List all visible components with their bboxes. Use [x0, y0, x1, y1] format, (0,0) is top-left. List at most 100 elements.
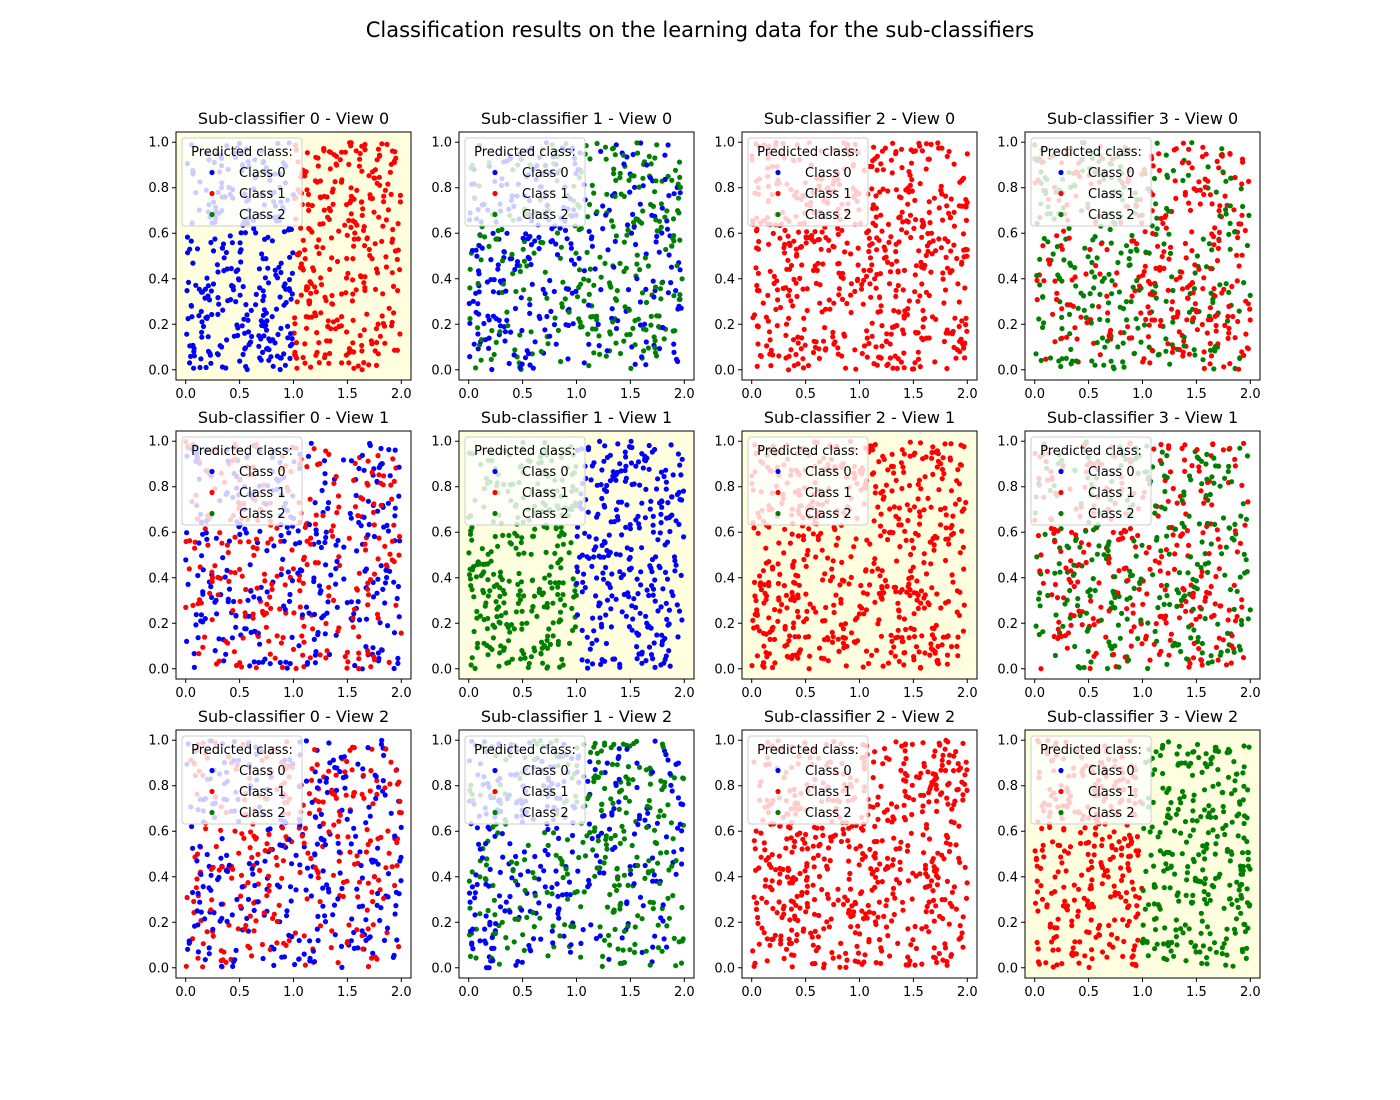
- data-point: [658, 296, 664, 302]
- data-point: [591, 190, 597, 196]
- data-point: [874, 271, 880, 278]
- data-point: [612, 238, 618, 244]
- data-point: [1166, 256, 1172, 262]
- data-point: [1075, 305, 1081, 311]
- data-point: [205, 283, 211, 289]
- data-point: [800, 537, 807, 543]
- x-tick-label: 0.5: [795, 686, 816, 701]
- data-point: [1087, 665, 1093, 672]
- data-point: [242, 626, 248, 632]
- data-point: [375, 321, 381, 327]
- data-point: [899, 485, 905, 492]
- data-point: [669, 494, 675, 500]
- data-point: [1214, 527, 1220, 533]
- data-point: [549, 226, 555, 232]
- data-point: [642, 515, 649, 521]
- data-point: [467, 320, 473, 326]
- data-point: [1083, 528, 1089, 534]
- data-point: [1115, 622, 1121, 628]
- data-point: [297, 567, 303, 573]
- data-point: [860, 664, 866, 670]
- data-point: [675, 195, 682, 201]
- data-point: [237, 292, 243, 298]
- data-point: [302, 360, 308, 366]
- data-point: [235, 276, 242, 282]
- data-point: [777, 304, 784, 311]
- data-point: [782, 241, 788, 248]
- data-point: [622, 449, 628, 455]
- subplot-title: Sub-classifier 3 - View 0: [1047, 109, 1238, 128]
- data-point: [1087, 246, 1093, 253]
- data-point: [1145, 665, 1151, 672]
- subplot-title: Sub-classifier 1 - View 1: [481, 408, 672, 427]
- data-point: [391, 478, 397, 484]
- data-point: [357, 332, 363, 339]
- data-point: [590, 615, 596, 621]
- data-point: [763, 650, 769, 656]
- data-point: [840, 275, 846, 281]
- data-point: [907, 507, 913, 513]
- data-point: [316, 237, 322, 243]
- legend-entry: Class 2: [1088, 208, 1135, 223]
- data-point: [224, 567, 230, 574]
- data-point: [289, 270, 295, 276]
- data-point: [1138, 617, 1144, 623]
- data-point: [584, 554, 590, 560]
- legend-marker: [209, 510, 215, 517]
- data-point: [557, 596, 564, 603]
- legend-entry: Class 2: [239, 507, 286, 522]
- data-point: [570, 627, 576, 634]
- data-point: [1118, 330, 1124, 336]
- data-point: [1085, 625, 1092, 632]
- data-point: [1075, 579, 1081, 585]
- data-point: [1191, 347, 1197, 353]
- data-point: [640, 326, 647, 332]
- x-tick-label: 0.5: [229, 387, 250, 402]
- y-tick-label: 1.0: [148, 435, 169, 450]
- data-point: [380, 291, 386, 297]
- data-point: [934, 658, 940, 664]
- data-point: [1127, 262, 1133, 268]
- legend-entry: Class 1: [239, 187, 286, 202]
- data-point: [628, 438, 634, 444]
- data-point: [361, 327, 367, 333]
- data-point: [625, 227, 631, 233]
- data-point: [1247, 292, 1253, 298]
- data-point: [893, 589, 899, 595]
- data-point: [618, 574, 624, 581]
- data-point: [1170, 315, 1176, 321]
- data-point: [1211, 286, 1217, 292]
- data-point: [354, 587, 360, 593]
- data-point: [917, 181, 923, 187]
- data-point: [664, 539, 671, 545]
- data-point: [389, 239, 395, 245]
- data-point: [306, 314, 312, 320]
- data-point: [640, 175, 646, 181]
- data-point: [899, 209, 905, 215]
- data-point: [1042, 531, 1048, 538]
- data-point: [359, 342, 365, 349]
- data-point: [333, 153, 339, 159]
- data-point: [378, 480, 384, 486]
- data-point: [931, 547, 937, 553]
- legend-marker: [209, 468, 215, 475]
- data-point: [1211, 366, 1217, 372]
- data-point: [1117, 536, 1123, 542]
- data-point: [601, 554, 607, 560]
- data-point: [829, 639, 836, 645]
- data-point: [528, 261, 534, 268]
- data-point: [1243, 331, 1249, 337]
- data-point: [768, 347, 774, 353]
- data-point: [371, 571, 378, 577]
- data-point: [599, 495, 605, 502]
- x-tick-label: 2.0: [957, 686, 978, 701]
- data-point: [359, 168, 365, 174]
- data-point: [352, 504, 359, 510]
- data-point: [851, 544, 857, 550]
- data-point: [763, 597, 769, 603]
- data-point: [818, 246, 824, 252]
- data-point: [1142, 263, 1148, 269]
- data-point: [891, 504, 898, 510]
- data-point: [467, 576, 474, 582]
- data-point: [1087, 291, 1093, 297]
